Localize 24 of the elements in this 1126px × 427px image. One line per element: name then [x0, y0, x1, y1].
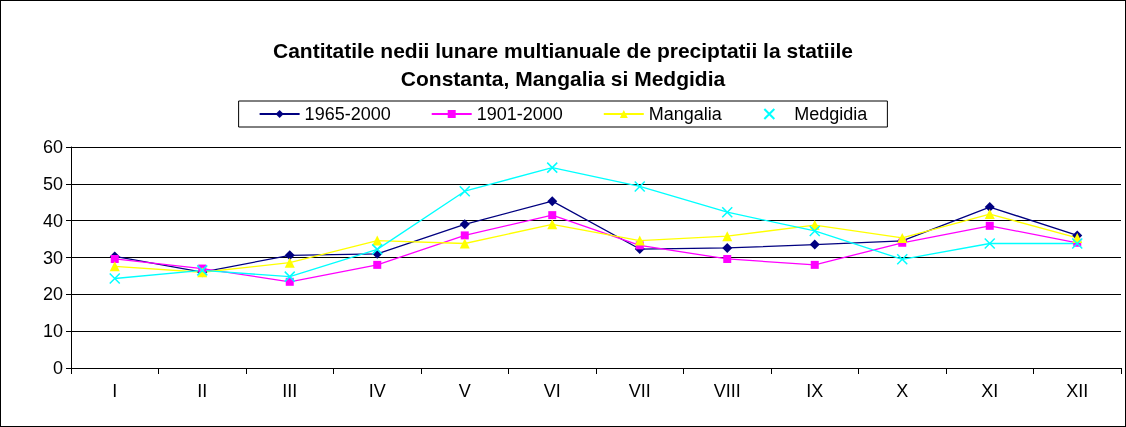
x-tick-label: VIII [713, 381, 741, 401]
legend-label: Mangalia [648, 104, 723, 124]
y-tick-label: 20 [42, 284, 63, 305]
y-tick-label: 60 [42, 137, 63, 157]
y-tick-label: 0 [52, 358, 63, 378]
x-tick-label: XII [1066, 381, 1089, 401]
x-tick-label: VI [543, 381, 561, 401]
y-tick-label: 10 [42, 321, 63, 342]
x-tick-label: II [197, 381, 208, 401]
x-tick-label: XI [981, 381, 999, 401]
x-tick-label: IX [806, 381, 824, 401]
x-tick-label: III [282, 381, 298, 401]
y-tick-label: 40 [42, 210, 63, 231]
x-tick-label: X [896, 381, 909, 401]
x-tick-label: I [112, 381, 118, 401]
legend-label: 1965-2000 [304, 104, 391, 124]
legend-label: Medgidia [794, 104, 869, 124]
y-tick-label: 50 [42, 173, 63, 194]
x-tick-label: V [458, 381, 471, 401]
x-tick-label: VII [628, 381, 651, 401]
chart-title: Cantitatile nedii lunare multianuale de preciptatii la statiile Constanta, Mangalia si Medgidia [273, 38, 853, 90]
x-tick-label: IV [368, 381, 386, 401]
y-tick-label: 30 [42, 247, 63, 268]
legend-label: 1901-2000 [476, 104, 563, 124]
